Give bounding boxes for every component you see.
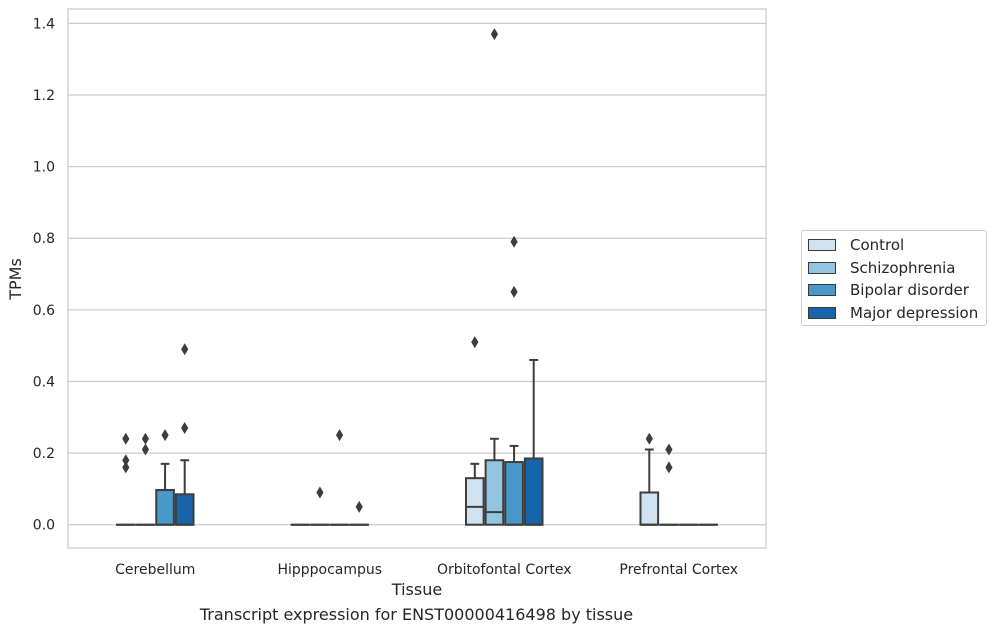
- y-tick-label: 1.2: [33, 88, 55, 104]
- box-schizophrenia: [484, 28, 505, 526]
- legend: Control Schizophrenia Bipolar disorder Majo…: [801, 230, 987, 326]
- legend-label: Control: [850, 236, 905, 254]
- y-tick-label: 0.4: [33, 374, 55, 390]
- x-tick-label: Prefrontal Cortex: [619, 562, 738, 578]
- outlier-point: [335, 429, 344, 442]
- y-axis-ticks: 0.0 0.2 0.4 0.6 0.8 1.0 1.2 1.4: [33, 16, 55, 533]
- box-bipolar-disorder: [504, 235, 524, 526]
- y-tick-label: 0.8: [33, 231, 55, 247]
- box: [464, 477, 485, 526]
- x-tick-label: Orbitofontal Cortex: [437, 562, 572, 578]
- y-tick-label: 1.0: [33, 160, 55, 176]
- outlier-point: [122, 454, 130, 467]
- box: [155, 488, 175, 526]
- box: [504, 461, 524, 526]
- legend-swatch: [808, 284, 836, 296]
- outlier-point: [161, 429, 169, 442]
- y-axis-label: TPMs: [6, 258, 25, 301]
- x-tick-label: Cerebellum: [115, 562, 195, 578]
- box-control: [639, 432, 660, 526]
- box: [174, 493, 195, 526]
- legend-label: Schizophrenia: [850, 258, 956, 277]
- x-tick-label: Hipppocampus: [277, 562, 382, 578]
- legend-item: Bipolar disorder: [808, 280, 969, 300]
- outlier-point: [181, 343, 189, 356]
- outlier-point: [316, 486, 324, 499]
- gridlines: [68, 22, 766, 526]
- legend-item: Schizophrenia: [808, 258, 955, 278]
- outlier-point: [471, 336, 479, 349]
- box: [484, 459, 505, 526]
- outlier-point: [141, 443, 150, 456]
- outlier-point: [665, 461, 673, 474]
- box-schizophrenia: [135, 432, 156, 526]
- box-plot-marks: [115, 28, 719, 526]
- chart-caption: Transcript expression for ENST0000041649…: [199, 605, 634, 624]
- box-schizophrenia: [659, 443, 679, 526]
- box: [523, 457, 544, 526]
- legend-label: Major depression: [850, 303, 979, 322]
- outlier-point: [122, 461, 130, 474]
- box-bipolar-disorder: [155, 429, 175, 526]
- x-axis-label: Tissue: [391, 580, 442, 599]
- box-major-depression: [349, 500, 370, 526]
- outlier-point: [490, 28, 499, 41]
- box-control: [115, 432, 136, 526]
- legend-swatch: [808, 306, 836, 319]
- outlier-point: [141, 432, 150, 445]
- box-bipolar-disorder: [329, 429, 350, 526]
- legend-swatch: [808, 239, 836, 251]
- box-control: [464, 336, 485, 526]
- outlier-point: [355, 500, 363, 513]
- y-tick-label: 0.2: [33, 446, 55, 462]
- y-tick-label: 1.4: [33, 16, 55, 32]
- outlier-point: [122, 432, 130, 445]
- box-major-depression: [174, 343, 195, 526]
- legend-label: Bipolar disorder: [850, 281, 969, 299]
- box-major-depression: [523, 358, 544, 526]
- outlier-point: [510, 235, 518, 248]
- legend-swatch: [808, 261, 836, 274]
- outlier-point: [645, 432, 653, 445]
- box-schizophrenia: [310, 486, 330, 526]
- outlier-point: [510, 285, 518, 298]
- y-tick-label: 0.6: [33, 303, 55, 319]
- y-tick-label: 0.0: [33, 518, 55, 534]
- box: [639, 491, 660, 526]
- legend-item: Control: [808, 235, 904, 255]
- legend-item: Major depression: [808, 303, 978, 323]
- x-axis-ticks: Cerebellum Hipppocampus Orbitofontal Corte…: [115, 562, 738, 578]
- outlier-point: [665, 443, 673, 456]
- plot-frame: [67, 8, 767, 549]
- outlier-point: [181, 422, 189, 435]
